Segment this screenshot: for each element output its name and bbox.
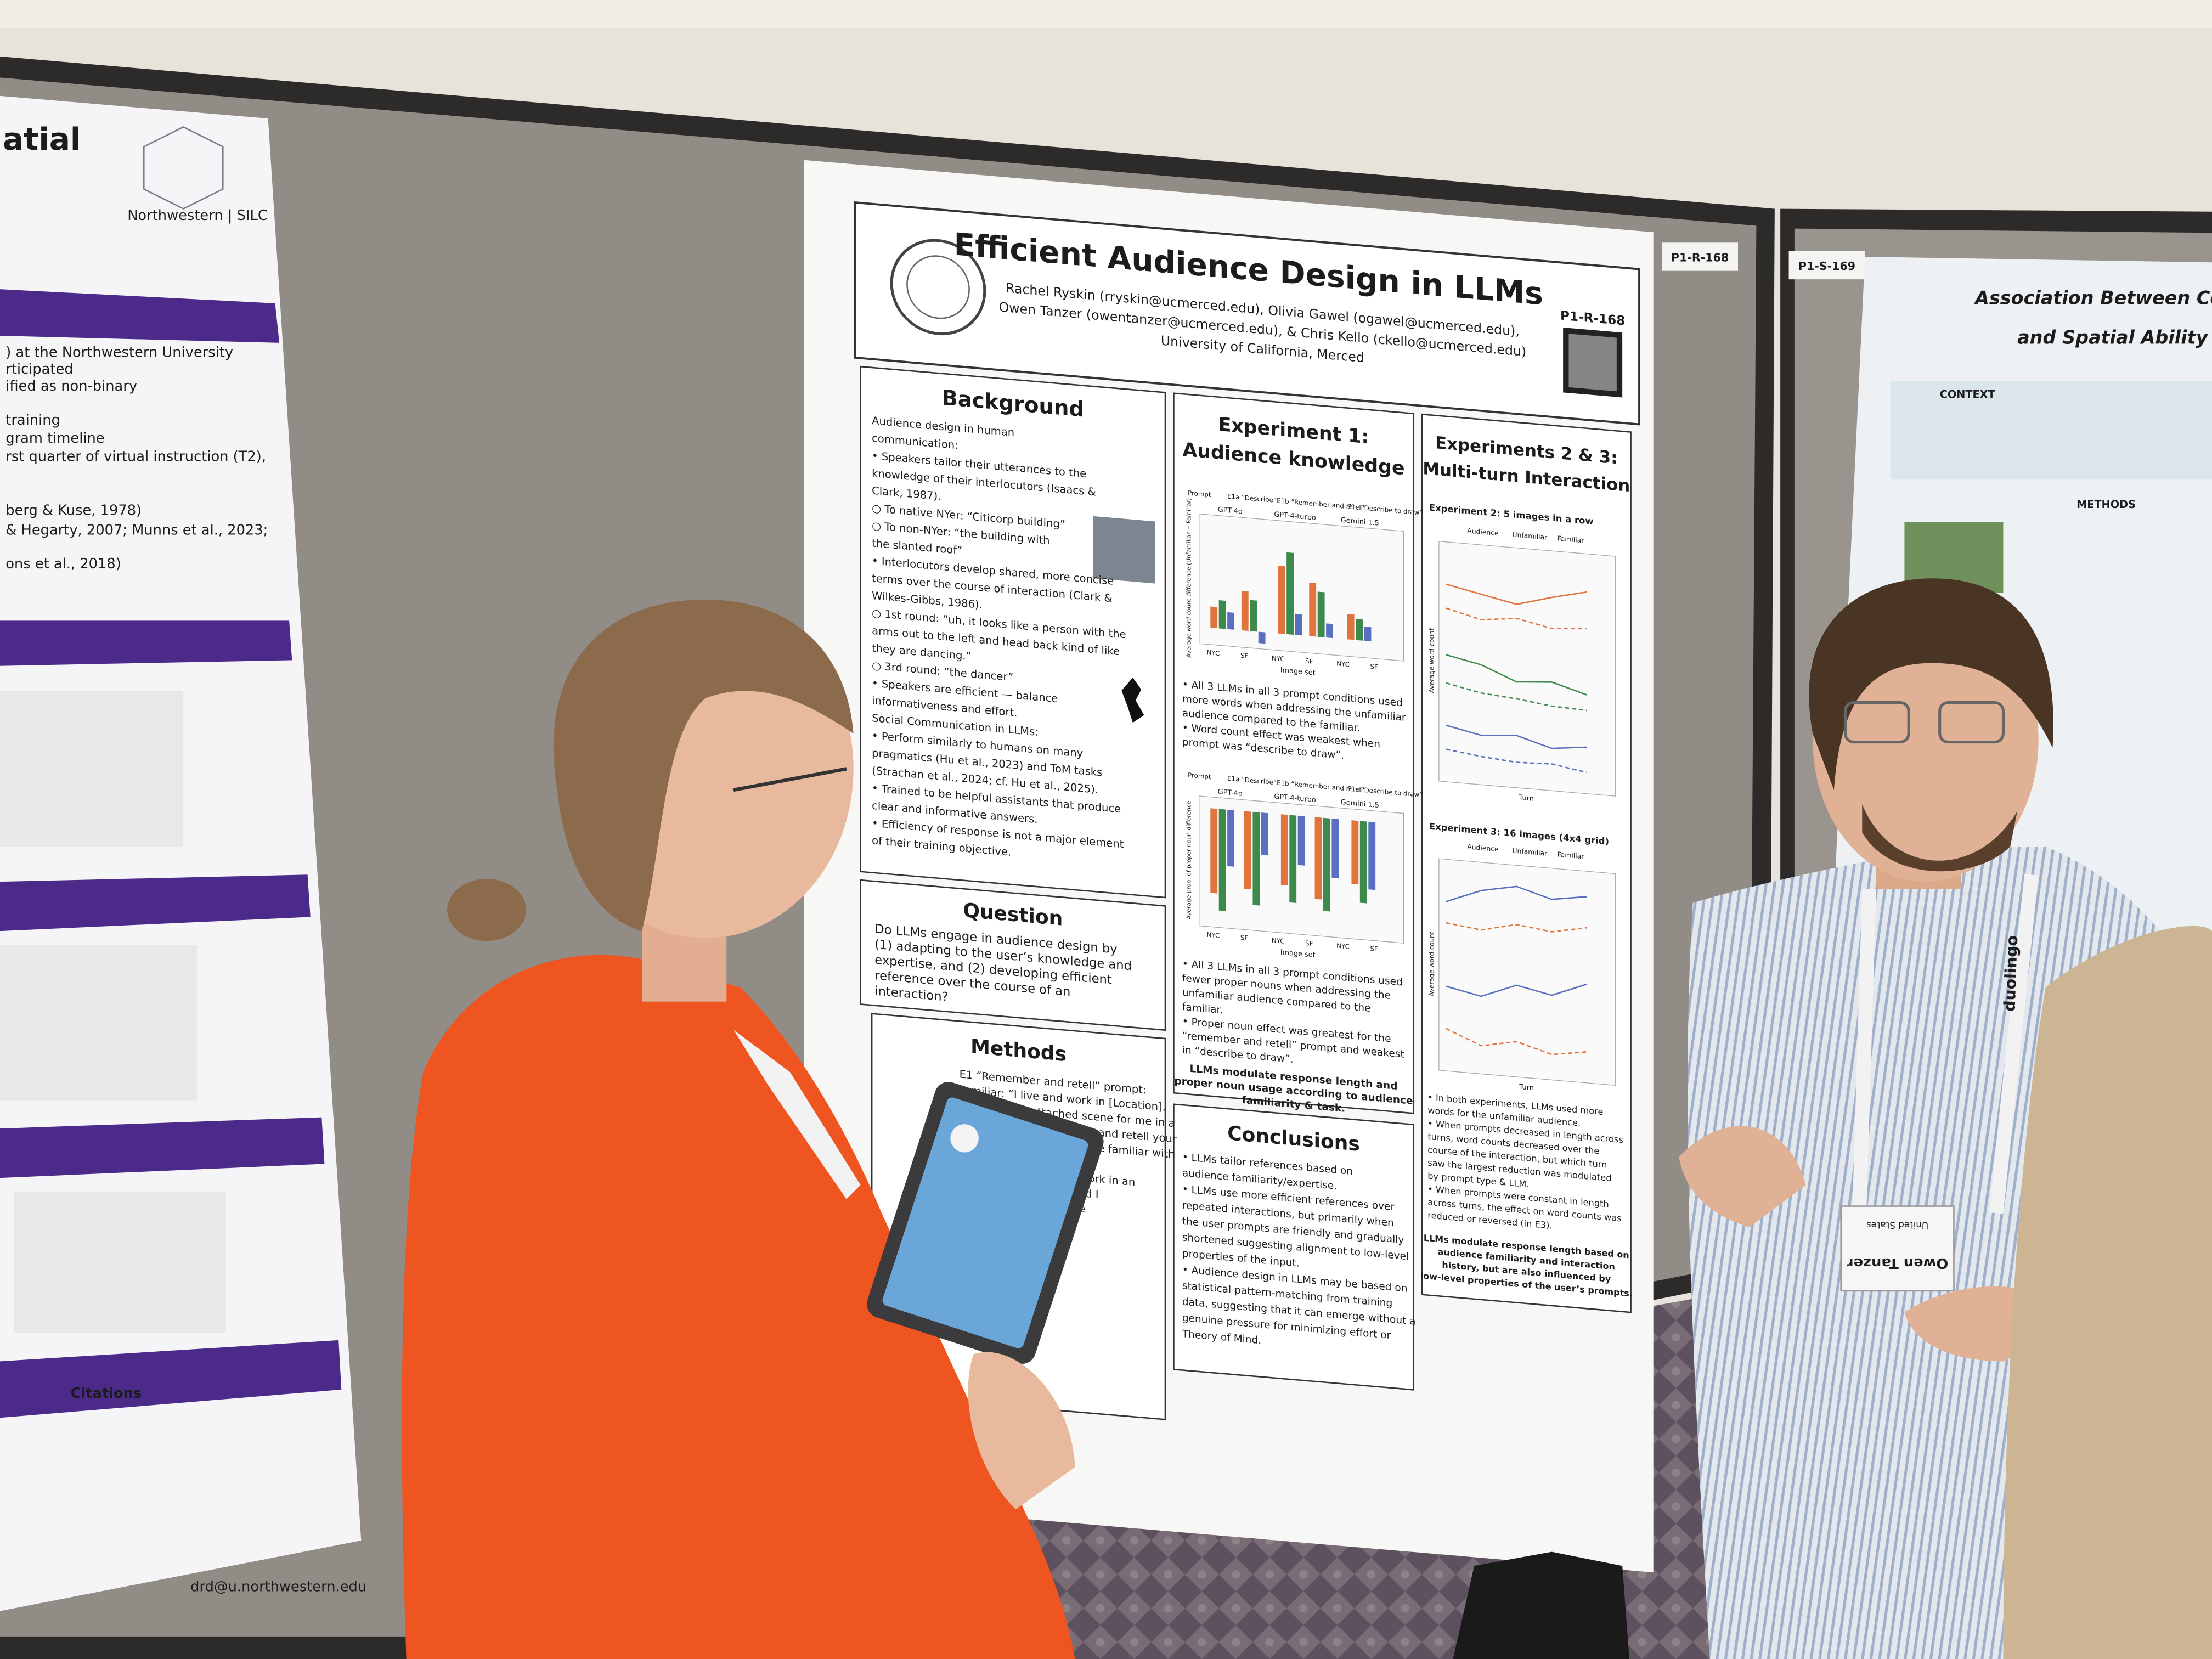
board-tag — [1662, 242, 1738, 271]
axis-label: Average word count — [1428, 628, 1436, 693]
left-poster-line: ) at the Northwestern University — [5, 344, 233, 360]
left-poster-line: rst quarter of virtual instruction (T2), — [5, 449, 266, 465]
section-box — [1173, 1103, 1414, 1391]
axis-tick-label: NYC — [1207, 648, 1220, 657]
exp1-chart-2 — [1199, 795, 1404, 944]
legend-label: Familiar — [1558, 850, 1584, 860]
axis-label: Image set — [1280, 949, 1316, 960]
axis-label: Average word count — [1428, 931, 1436, 997]
left-poster-line: berg & Kuse, 1978) — [5, 502, 142, 518]
left-poster-line: ons et al., 2018) — [5, 556, 121, 572]
panel-label: GPT-4o — [1218, 788, 1243, 798]
legend-label: Unfamiliar — [1513, 847, 1548, 857]
logo — [143, 126, 224, 210]
panel-label: GPT-4-turbo — [1274, 510, 1316, 522]
left-poster-heading: Citations — [71, 1385, 142, 1402]
left-poster-line: training — [5, 412, 60, 428]
right-poster-section: METHODS — [2076, 498, 2136, 511]
axis-tick-label: NYC — [1207, 931, 1220, 940]
panel-label: GPT-4-turbo — [1274, 793, 1316, 804]
left-poster-affiliation: Northwestern | SILC — [127, 207, 268, 224]
left-band — [0, 1340, 342, 1418]
legend-label: Prompt — [1188, 771, 1211, 781]
header-box — [854, 201, 1640, 426]
left-poster-line: gram timeline — [5, 430, 104, 447]
section-box — [860, 365, 1166, 899]
axis-label: Turn — [1519, 794, 1534, 803]
axis-tick-label: SF — [1305, 657, 1313, 665]
axis-label: Image set — [1280, 666, 1316, 677]
left-band — [0, 1117, 325, 1178]
badge-name: Owen Tanzer — [1847, 1255, 1949, 1271]
panel-label: Gemini 1.5 — [1341, 798, 1379, 810]
exp1-chart-1 — [1199, 513, 1404, 662]
board-tag — [1788, 251, 1865, 280]
qr-code — [1563, 328, 1623, 398]
axis-tick-label: NYC — [1272, 936, 1285, 945]
legend-label: Familiar — [1558, 534, 1584, 544]
axis-tick-label: SF — [1370, 945, 1378, 953]
board-label: P1-R-168 — [1671, 251, 1729, 264]
axis-tick-label: SF — [1370, 663, 1378, 671]
axis-tick-label: SF — [1305, 939, 1313, 947]
dancer-figure — [1121, 677, 1144, 723]
legend-label: Prompt — [1188, 489, 1211, 499]
left-poster-line: ified as non-binary — [5, 378, 137, 394]
board-label: P1-S-169 — [1798, 259, 1855, 273]
left-band — [0, 874, 311, 932]
left-plot — [0, 691, 184, 847]
legend-label: Unfamiliar — [1513, 531, 1548, 541]
left-poster-email: drd@u.northwestern.edu — [190, 1578, 366, 1595]
legend-label: Audience — [1467, 527, 1498, 537]
axis-label: Average prop. of proper noun difference — [1186, 800, 1193, 920]
exp23-charts — [1438, 540, 1616, 1086]
panel-label: GPT-4o — [1218, 506, 1243, 516]
axis-tick-label: NYC — [1336, 659, 1350, 668]
lanyard-text: duolingo — [2000, 935, 2021, 1012]
left-poster-line: rticipated — [5, 361, 73, 377]
wall-trim — [0, 0, 2212, 29]
left-plot — [14, 1192, 226, 1333]
left-poster-title: atial — [3, 121, 81, 157]
right-poster-title: and Spatial Ability in Normal Ag — [2017, 327, 2212, 348]
left-poster-line: & Hegarty, 2007; Munns et al., 2023; — [5, 522, 268, 538]
left-plot — [0, 945, 198, 1101]
axis-label: Turn — [1519, 1083, 1534, 1092]
seal — [906, 255, 970, 319]
woman — [402, 599, 1104, 1659]
photo-thumbnail — [1093, 516, 1155, 584]
qr-code — [1568, 334, 1617, 392]
left-band — [0, 289, 280, 343]
axis-tick-label: SF — [1240, 652, 1248, 660]
axis-label: Average word count difference (Unfamilia… — [1186, 498, 1193, 658]
badge-country: United States — [1866, 1220, 1928, 1231]
axis-tick-label: NYC — [1272, 654, 1285, 663]
panel-label: Gemini 1.5 — [1341, 516, 1379, 528]
bystander — [2003, 926, 2212, 1659]
axis-tick-label: SF — [1240, 934, 1248, 942]
legend-label: Audience — [1467, 843, 1498, 853]
right-panel — [1890, 381, 2212, 480]
axis-tick-label: NYC — [1336, 942, 1350, 951]
section-box — [860, 879, 1166, 1031]
right-poster-section: CONTEXT — [1940, 388, 1996, 401]
left-band — [0, 620, 292, 666]
bag — [1453, 1551, 1629, 1659]
right-poster-title: Association Between Cognitive Re — [1973, 287, 2212, 309]
